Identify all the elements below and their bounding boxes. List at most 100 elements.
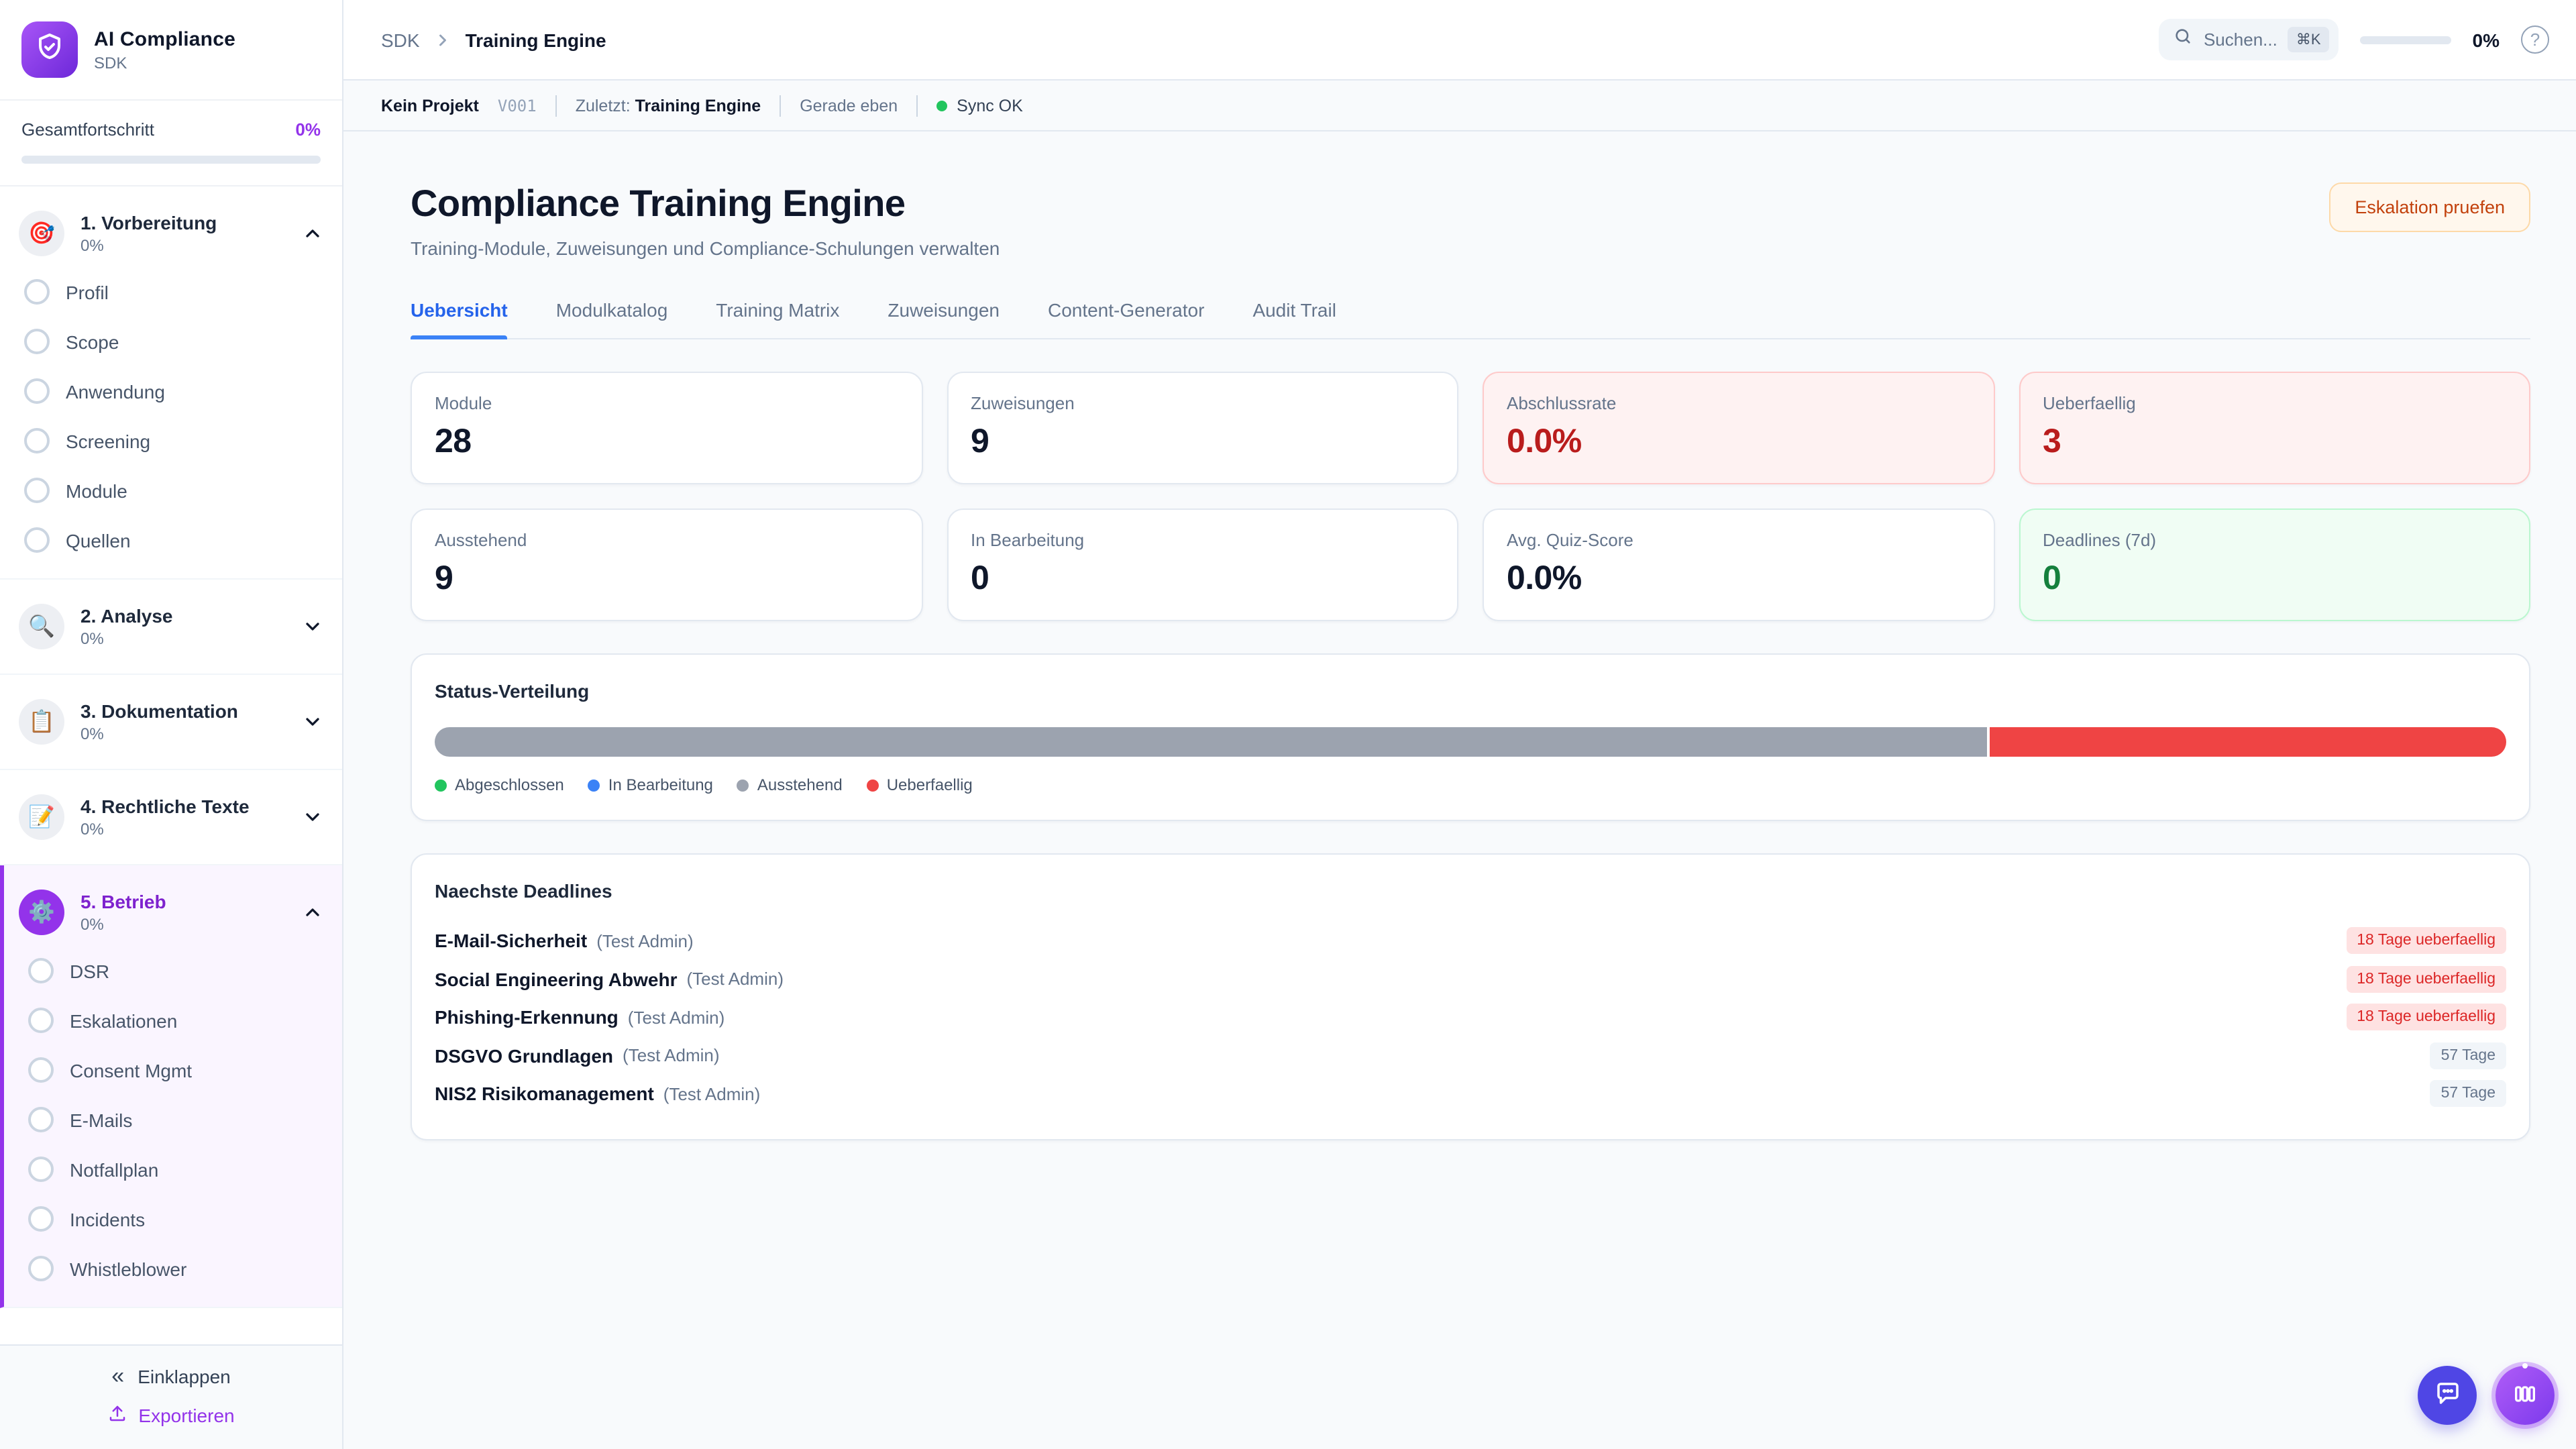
deadline-row: Social Engineering Abwehr (Test Admin) 1… bbox=[435, 960, 2506, 998]
sidebar-item-notfallplan[interactable]: Notfallplan bbox=[4, 1144, 342, 1194]
deadline-row: DSGVO Grundlagen (Test Admin) 57 Tage bbox=[435, 1036, 2506, 1075]
overall-progress-bar bbox=[21, 156, 321, 164]
tab-modulkatalog[interactable]: Modulkatalog bbox=[555, 299, 668, 321]
legend-label: In Bearbeitung bbox=[608, 775, 713, 794]
stat-value: 9 bbox=[971, 423, 989, 460]
stat-card-deadlines-7d: Deadlines (7d) 0 bbox=[2019, 508, 2530, 621]
section-header-betrieb[interactable]: ⚙️ 5. Betrieb 0% bbox=[4, 879, 342, 946]
section-header-vorbereitung[interactable]: 🎯 1. Vorbereitung 0% bbox=[0, 200, 342, 267]
stat-label: Abschlussrate bbox=[1507, 393, 1617, 413]
legend-label: Ueberfaellig bbox=[886, 775, 973, 794]
breadcrumb: SDK Training Engine bbox=[381, 29, 606, 50]
section-rechtliche-texte: 📝 4. Rechtliche Texte 0% bbox=[0, 770, 342, 865]
deadline-badge: 18 Tage ueberfaellig bbox=[2346, 927, 2506, 955]
chevron-up-icon bbox=[302, 223, 323, 244]
tab-bar: Uebersicht Modulkatalog Training Matrix … bbox=[411, 299, 2530, 339]
stat-value: 0.0% bbox=[1507, 423, 1582, 460]
stat-label: Ausstehend bbox=[435, 530, 527, 550]
page-subtitle: Training-Module, Zuweisungen und Complia… bbox=[411, 237, 1000, 259]
blue-dot-icon bbox=[588, 779, 600, 791]
status-distribution-title: Status-Verteilung bbox=[435, 680, 590, 702]
overall-progress: Gesamtfortschritt 0% bbox=[0, 101, 342, 186]
sidebar-item-label: Profil bbox=[66, 281, 109, 303]
last-updated: Gerade eben bbox=[800, 96, 898, 115]
sidebar-item-screening[interactable]: Screening bbox=[0, 416, 342, 466]
section-percent: 0% bbox=[80, 915, 104, 934]
tab-uebersicht[interactable]: Uebersicht bbox=[411, 299, 508, 339]
sidebar-item-scope[interactable]: Scope bbox=[0, 317, 342, 366]
radio-icon bbox=[28, 1256, 54, 1281]
deadline-name: NIS2 Risikomanagement bbox=[435, 1083, 654, 1105]
tab-content-generator[interactable]: Content-Generator bbox=[1047, 299, 1205, 321]
section-percent: 0% bbox=[80, 629, 104, 648]
tab-audit-trail[interactable]: Audit Trail bbox=[1252, 299, 1336, 321]
divider bbox=[780, 95, 782, 116]
sidebar-item-eskalationen[interactable]: Eskalationen bbox=[4, 996, 342, 1045]
tab-training-matrix[interactable]: Training Matrix bbox=[716, 299, 840, 321]
panels-button[interactable] bbox=[2496, 1363, 2555, 1425]
sidebar-item-label: Anwendung bbox=[66, 380, 165, 402]
deadline-assignee: (Test Admin) bbox=[686, 969, 784, 989]
columns-icon bbox=[2512, 1380, 2538, 1411]
export-button[interactable]: Exportieren bbox=[107, 1403, 235, 1428]
stat-cards: Module 28 Zuweisungen 9 Abschlussrate 0.… bbox=[411, 372, 2530, 621]
collapse-sidebar-button[interactable]: « Einklappen bbox=[111, 1364, 231, 1387]
section-header-rechtliche-texte[interactable]: 📝 4. Rechtliche Texte 0% bbox=[0, 784, 342, 851]
sidebar-item-label: Incidents bbox=[70, 1208, 146, 1230]
check-escalation-button[interactable]: Eskalation pruefen bbox=[2329, 182, 2530, 232]
project-version: V001 bbox=[497, 96, 537, 115]
deadlines-panel: Naechste Deadlines E-Mail-Sicherheit (Te… bbox=[411, 853, 2530, 1140]
chat-button[interactable] bbox=[2418, 1366, 2477, 1425]
deadline-assignee: (Test Admin) bbox=[663, 1083, 761, 1104]
sidebar-item-anwendung[interactable]: Anwendung bbox=[0, 366, 342, 416]
sidebar-item-whistleblower[interactable]: Whistleblower bbox=[4, 1244, 342, 1293]
sidebar-item-label: Whistleblower bbox=[70, 1258, 187, 1279]
clipboard-icon: 📋 bbox=[19, 699, 64, 745]
stat-card-ausstehend: Ausstehend 9 bbox=[411, 508, 922, 621]
sidebar-item-profil[interactable]: Profil bbox=[0, 267, 342, 317]
sidebar-item-label: E-Mails bbox=[70, 1109, 133, 1130]
stat-value: 0 bbox=[2043, 559, 2061, 597]
section-header-analyse[interactable]: 🔍 2. Analyse 0% bbox=[0, 593, 342, 660]
gear-icon: ⚙️ bbox=[19, 890, 64, 935]
radio-icon bbox=[28, 1206, 54, 1232]
radio-icon bbox=[28, 1057, 54, 1083]
search-input[interactable]: Suchen... ⌘K bbox=[2159, 19, 2339, 60]
tab-zuweisungen[interactable]: Zuweisungen bbox=[888, 299, 1000, 321]
chat-bubble-icon bbox=[2433, 1379, 2461, 1411]
sidebar-item-dsr[interactable]: DSR bbox=[4, 946, 342, 996]
target-icon: 🎯 bbox=[19, 211, 64, 256]
sidebar-item-incidents[interactable]: Incidents bbox=[4, 1194, 342, 1244]
section-label: 1. Vorbereitung bbox=[80, 212, 217, 233]
breadcrumb-sdk[interactable]: SDK bbox=[381, 29, 420, 50]
sidebar-item-module[interactable]: Module bbox=[0, 466, 342, 515]
section-vorbereitung: 🎯 1. Vorbereitung 0% Profil Scope Anwend… bbox=[0, 186, 342, 580]
stat-value: 0.0% bbox=[1507, 559, 1582, 597]
project-name: Kein Projekt bbox=[381, 96, 479, 115]
radio-icon bbox=[28, 1157, 54, 1182]
topbar-progress-bar bbox=[2359, 36, 2451, 44]
deadline-row: NIS2 Risikomanagement (Test Admin) 57 Ta… bbox=[435, 1075, 2506, 1113]
sidebar-item-quellen[interactable]: Quellen bbox=[0, 515, 342, 565]
help-icon[interactable]: ? bbox=[2521, 25, 2549, 54]
section-label: 5. Betrieb bbox=[80, 891, 166, 912]
sidebar-item-e-mails[interactable]: E-Mails bbox=[4, 1095, 342, 1144]
keyboard-shortcut-badge: ⌘K bbox=[2288, 27, 2329, 52]
stat-card-ueberfaellig: Ueberfaellig 3 bbox=[2019, 372, 2530, 484]
stat-label: Avg. Quiz-Score bbox=[1507, 530, 1633, 550]
stat-card-quiz-score: Avg. Quiz-Score 0.0% bbox=[1483, 508, 1994, 621]
sidebar-item-consent-mgmt[interactable]: Consent Mgmt bbox=[4, 1045, 342, 1095]
app-logo bbox=[21, 21, 78, 78]
deadline-assignee: (Test Admin) bbox=[627, 1007, 725, 1028]
section-header-dokumentation[interactable]: 📋 3. Dokumentation 0% bbox=[0, 688, 342, 755]
radio-icon bbox=[24, 428, 50, 453]
radio-icon bbox=[24, 279, 50, 305]
section-percent: 0% bbox=[80, 820, 104, 839]
legend-in-bearbeitung: In Bearbeitung bbox=[588, 775, 713, 794]
status-legend: Abgeschlossen In Bearbeitung Ausstehend … bbox=[435, 775, 2506, 794]
stat-label: Deadlines (7d) bbox=[2043, 530, 2157, 550]
section-label: 4. Rechtliche Texte bbox=[80, 796, 250, 817]
deadline-row: E-Mail-Sicherheit (Test Admin) 18 Tage u… bbox=[435, 922, 2506, 960]
section-percent: 0% bbox=[80, 236, 104, 255]
last-value: Training Engine bbox=[635, 96, 761, 115]
